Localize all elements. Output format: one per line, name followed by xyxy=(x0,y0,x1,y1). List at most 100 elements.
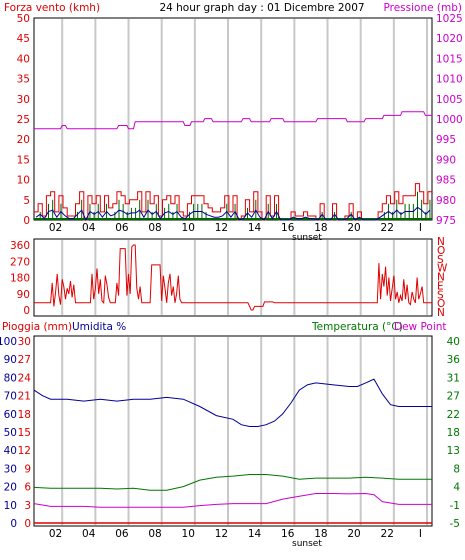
pressure-tick-label: 1010 xyxy=(436,74,463,86)
temperature-tick-label: 40 xyxy=(447,336,460,348)
pressure-tick-label: 985 xyxy=(436,175,456,187)
temperature-tick-label: 36 xyxy=(447,354,461,366)
wind-tick-label: 25 xyxy=(17,114,30,126)
humidity-tick-label: 60 xyxy=(4,409,17,421)
chart-title: 24 hour graph day : 01 Dicembre 2007 xyxy=(159,2,364,14)
pressure-axis-label: Pressione (mb) xyxy=(383,2,462,14)
x-tick-label: 02 xyxy=(49,528,62,540)
wind-average-line xyxy=(35,206,431,222)
rain-tick-label: 12 xyxy=(18,445,31,457)
humidity-axis-label: Umidita % xyxy=(72,321,126,333)
x-tick-label: 14 xyxy=(248,528,262,540)
direction-compass-tick-label: O xyxy=(437,298,445,310)
x-tick-label: 22 xyxy=(381,528,394,540)
pressure-tick-label: 980 xyxy=(436,195,456,207)
pressure-tick-label: 1015 xyxy=(436,53,463,65)
humidity-tick-label: 30 xyxy=(4,463,17,475)
direction-compass-tick-label: O xyxy=(437,245,445,257)
wind-tick-label: 30 xyxy=(17,94,30,106)
wind-direction-panel xyxy=(33,238,433,317)
rain-tick-labels: 0 3 6 9 12 15 18 21 24 27 30 xyxy=(18,336,32,530)
rain-tick-label: 15 xyxy=(18,427,31,439)
dew-point-axis-label: Dew Point xyxy=(394,321,447,333)
wind-speed-line xyxy=(34,183,432,221)
temperature-tick-label: -5 xyxy=(450,518,460,530)
rain-tick-label: 3 xyxy=(24,500,31,512)
direction-degree-tick-label: 90 xyxy=(17,289,30,301)
temperature-humidity-grid xyxy=(61,337,429,525)
humidity-series-line xyxy=(33,378,432,427)
x-tick-label: 18 xyxy=(314,222,327,234)
pressure-tick-label: 975 xyxy=(436,215,456,227)
x-tick-label: 04 xyxy=(82,222,96,234)
humidity-tick-label: 10 xyxy=(4,500,17,512)
wind-tick-label: 45 xyxy=(17,33,30,45)
direction-degree-tick-label: 360 xyxy=(10,240,30,252)
temperature-humidity-x-tick-labels: 02 04 06 08 10 12 14 16 18 20 22 I xyxy=(49,528,422,540)
wind-direction-grid xyxy=(61,240,429,315)
humidity-tick-label: 20 xyxy=(4,482,17,494)
temperature-tick-label: -1 xyxy=(450,500,460,512)
rain-tick-label: 30 xyxy=(18,336,31,348)
dew-point-series-line xyxy=(33,492,432,508)
x-tick-label: 14 xyxy=(248,222,262,234)
rain-tick-label: 9 xyxy=(24,463,31,475)
rain-tick-label: 27 xyxy=(18,354,31,366)
x-tick-label: 10 xyxy=(182,222,195,234)
x-tick-label: 16 xyxy=(281,222,295,234)
direction-compass-tick-label: S xyxy=(437,254,444,266)
humidity-tick-label: 90 xyxy=(4,354,17,366)
pressure-tick-labels: 975 980 985 990 995 1000 1005 1010 1015 1020 1025 xyxy=(436,13,463,227)
temperature-tick-label: 27 xyxy=(447,391,460,403)
pressure-tick-label: 1025 xyxy=(436,13,463,25)
wind-tick-label: 0 xyxy=(23,215,30,227)
x-tick-label: 12 xyxy=(215,528,228,540)
wind-pressure-x-tick-labels: 02 04 06 08 10 12 14 16 18 20 22 I xyxy=(49,222,422,234)
direction-degree-tick-labels: 0 90 180 270 360 xyxy=(10,240,30,317)
x-tick-label: I xyxy=(419,222,422,234)
wind-direction-series-line xyxy=(34,244,432,311)
rain-tick-label: 21 xyxy=(18,391,31,403)
direction-compass-tick-label: E xyxy=(437,280,444,292)
pressure-tick-label: 995 xyxy=(436,134,456,146)
wind-pressure-grid xyxy=(61,19,429,219)
temperature-tick-labels: -5 -1 4 8 13 18 22 27 31 36 40 xyxy=(447,336,461,530)
direction-degree-tick-label: 0 xyxy=(23,305,30,317)
direction-compass-tick-label: N xyxy=(437,236,445,248)
temperature-tick-label: 13 xyxy=(447,445,460,457)
x-tick-label: 08 xyxy=(148,528,161,540)
rain-tick-label: 18 xyxy=(18,409,31,421)
wind-tick-label: 35 xyxy=(17,74,30,86)
x-tick-label: 12 xyxy=(215,222,228,234)
sunset-label-bottom: sunset xyxy=(292,539,322,549)
wind-tick-label: 40 xyxy=(17,53,30,65)
temperature-tick-label: 22 xyxy=(447,409,460,421)
direction-compass-tick-label: N xyxy=(437,307,445,319)
wind-tick-label: 5 xyxy=(23,195,30,207)
humidity-tick-label: 70 xyxy=(4,391,17,403)
temperature-tick-label: 18 xyxy=(447,427,460,439)
temperature-axis-label: Temperatura (°C) xyxy=(311,321,403,333)
wind-axis-label: Forza vento (kmh) xyxy=(4,2,100,14)
pressure-tick-label: 1020 xyxy=(436,33,463,45)
humidity-tick-label: 0 xyxy=(10,518,17,530)
x-tick-label: 04 xyxy=(82,528,96,540)
humidity-tick-labels: 0 10 20 30 40 50 60 70 80 90 100 xyxy=(0,336,17,530)
direction-compass-tick-label: S xyxy=(437,289,444,301)
rain-tick-label: 24 xyxy=(18,372,32,384)
pressure-tick-label: 1005 xyxy=(436,94,463,106)
humidity-tick-label: 40 xyxy=(4,445,17,457)
x-tick-label: 20 xyxy=(347,222,360,234)
direction-degree-tick-label: 180 xyxy=(10,273,30,285)
x-tick-label: 08 xyxy=(148,222,161,234)
x-tick-label: 18 xyxy=(314,528,327,540)
wind-tick-label: 50 xyxy=(17,13,30,25)
rain-tick-label: 0 xyxy=(24,518,31,530)
temperature-tick-label: 4 xyxy=(453,482,460,494)
pressure-tick-label: 990 xyxy=(436,154,456,166)
wind-average-overlay xyxy=(35,206,431,222)
x-tick-label: 06 xyxy=(115,528,129,540)
direction-compass-tick-label: W xyxy=(437,263,448,275)
rain-tick-label: 6 xyxy=(24,482,31,494)
